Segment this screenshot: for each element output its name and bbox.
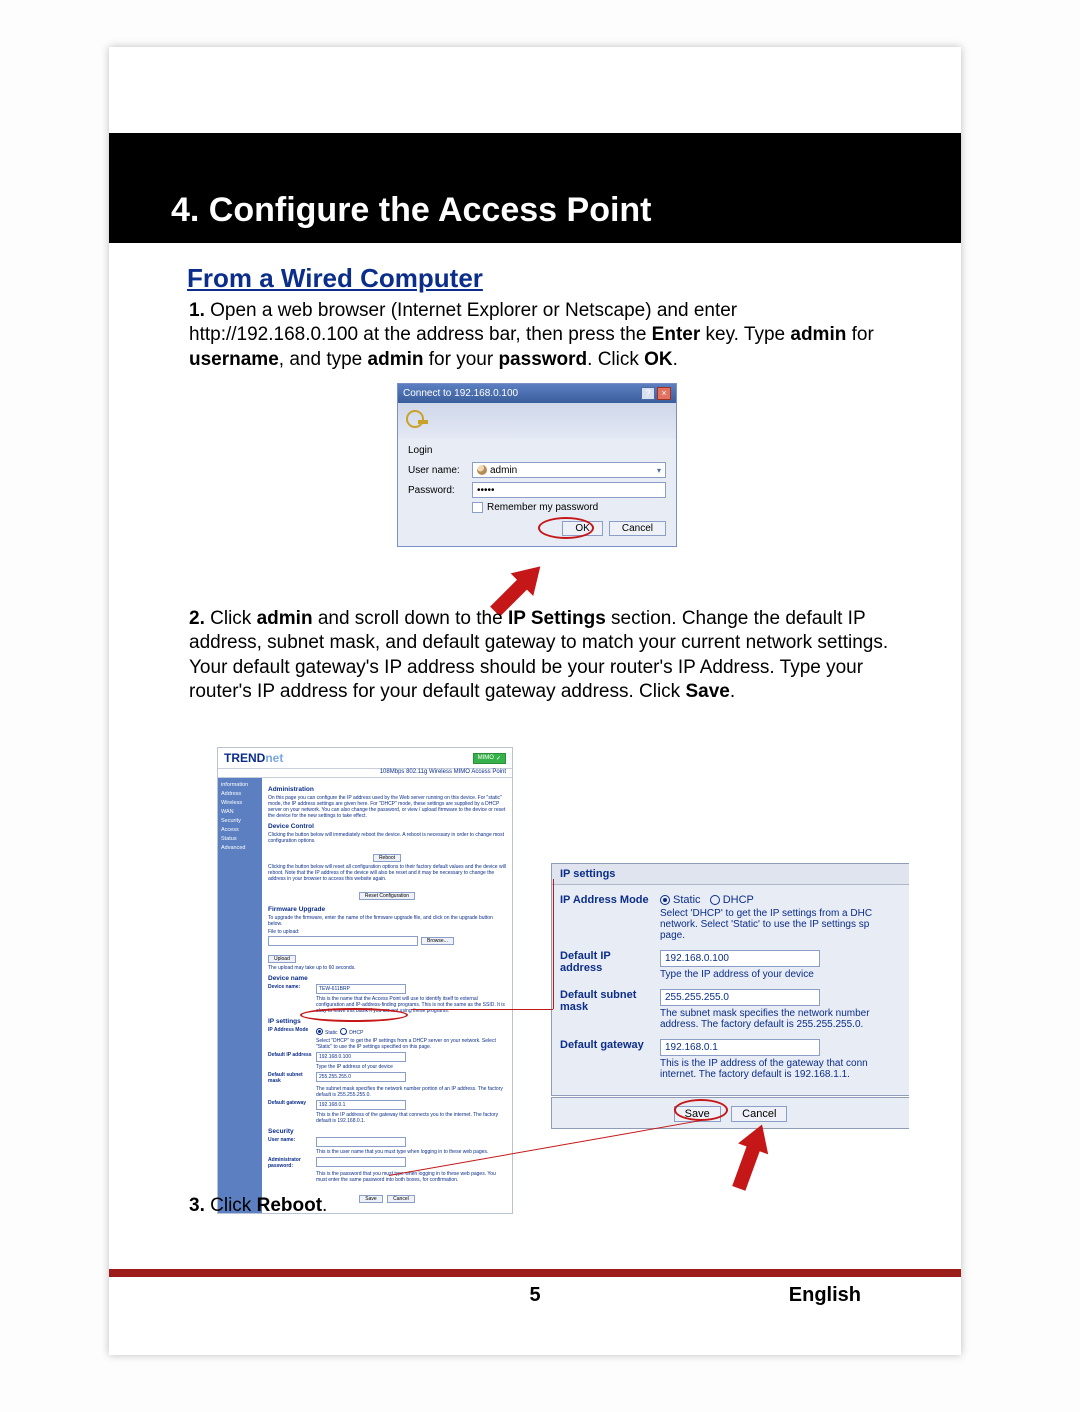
- callout-line: [553, 879, 554, 1009]
- remember-checkbox[interactable]: [472, 502, 483, 513]
- password-input[interactable]: •••••: [472, 482, 666, 498]
- admin-heading: Administration: [268, 786, 506, 793]
- close-icon[interactable]: ×: [657, 387, 671, 400]
- callout-line: [553, 879, 554, 880]
- remember-label: Remember my password: [487, 502, 598, 513]
- ip-address-input[interactable]: 192.168.0.100: [316, 1052, 406, 1062]
- sidebar-item[interactable]: WAN: [218, 809, 262, 815]
- default-ip-input[interactable]: 192.168.0.100: [660, 950, 820, 967]
- username-input[interactable]: admin ▾: [472, 462, 666, 478]
- subnet-mask-input[interactable]: 255.255.255.0: [316, 1072, 406, 1082]
- dialog-buttons: OK Cancel: [408, 521, 666, 536]
- admin-panel: Administration On this page you can conf…: [262, 778, 512, 1213]
- gateway-input[interactable]: 192.168.0.1: [316, 1100, 406, 1110]
- reboot-button[interactable]: Reboot: [373, 854, 401, 862]
- device-name-input[interactable]: TEW-611BRP: [316, 984, 406, 994]
- key-icon: [406, 410, 428, 432]
- help-icon[interactable]: ?: [641, 387, 655, 400]
- login-label: Login: [408, 445, 666, 456]
- ok-button[interactable]: OK: [562, 521, 602, 536]
- sidebar: information Address Wireless WAN Securit…: [218, 778, 262, 1213]
- header-bar: 4. Configure the Access Point: [109, 133, 961, 243]
- step-2-num: 2.: [189, 608, 205, 629]
- step-2-body: Click admin and scroll down to the IP Se…: [189, 608, 888, 702]
- callout-line: [411, 1009, 553, 1010]
- sec-pass-input[interactable]: [316, 1157, 406, 1167]
- dialog-banner: [398, 403, 676, 439]
- upload-button[interactable]: Upload: [268, 955, 296, 963]
- password-label: Password:: [408, 485, 472, 496]
- dialog-title: Connect to 192.168.0.100: [403, 388, 518, 399]
- brand-logo: TRENDnet: [224, 751, 283, 765]
- cancel-button-small[interactable]: Cancel: [387, 1195, 415, 1203]
- sidebar-item[interactable]: Wireless: [218, 800, 262, 806]
- user-icon: [477, 465, 487, 475]
- default-subnet-input[interactable]: 255.255.255.0: [660, 989, 820, 1006]
- reset-button[interactable]: Reset Configuration: [359, 892, 415, 900]
- dialog-body: Login User name: admin ▾ Password: •••••…: [398, 439, 676, 546]
- sidebar-item[interactable]: Address: [218, 791, 262, 797]
- page: 4. Configure the Access Point From a Wir…: [109, 47, 961, 1355]
- step-1-num: 1.: [189, 300, 205, 321]
- dhcp-radio[interactable]: [340, 1028, 347, 1035]
- dhcp-radio-detail[interactable]: [710, 895, 720, 905]
- cancel-button[interactable]: Cancel: [609, 521, 666, 536]
- file-input[interactable]: [268, 936, 418, 946]
- default-gateway-input[interactable]: 192.168.0.1: [660, 1039, 820, 1056]
- step-1-body: Open a web browser (Internet Explorer or…: [189, 300, 874, 370]
- cert-badge: MIMO✓: [473, 753, 506, 764]
- sidebar-item[interactable]: Access: [218, 827, 262, 833]
- step-3: 3. Click Reboot.: [189, 1195, 327, 1217]
- page-heading: 4. Configure the Access Point: [109, 133, 961, 230]
- cancel-button[interactable]: Cancel: [731, 1106, 787, 1122]
- dialog-titlebar: Connect to 192.168.0.100 ? ×: [398, 384, 676, 403]
- section-title: From a Wired Computer: [187, 263, 483, 294]
- sidebar-item[interactable]: information: [218, 782, 262, 788]
- chevron-down-icon[interactable]: ▾: [657, 466, 661, 475]
- static-radio[interactable]: [316, 1028, 323, 1035]
- language-label: English: [789, 1284, 861, 1307]
- username-label: User name:: [408, 465, 472, 476]
- login-dialog-figure: Connect to 192.168.0.100 ? × Login User …: [397, 383, 677, 547]
- sidebar-item[interactable]: Status: [218, 836, 262, 842]
- ip-settings-heading: IP settings: [552, 864, 909, 885]
- browse-button[interactable]: Browse...: [421, 937, 454, 945]
- save-button-small[interactable]: Save: [359, 1195, 382, 1203]
- step-1: 1. Open a web browser (Internet Explorer…: [189, 299, 899, 372]
- product-tagline: 108Mbps 802.11g Wireless MIMO Access Poi…: [218, 769, 512, 778]
- login-dialog: Connect to 192.168.0.100 ? × Login User …: [397, 383, 677, 547]
- sidebar-item[interactable]: Security: [218, 818, 262, 824]
- brand-row: TRENDnet MIMO✓: [218, 748, 512, 769]
- sec-user-input[interactable]: [316, 1137, 406, 1147]
- admin-page-figure: TRENDnet MIMO✓ 108Mbps 802.11g Wireless …: [217, 747, 513, 1214]
- step-2: 2. Click admin and scroll down to the IP…: [189, 607, 907, 704]
- sidebar-item[interactable]: Advanced: [218, 845, 262, 851]
- static-radio-detail[interactable]: [660, 895, 670, 905]
- ip-settings-buttons: Save Cancel: [551, 1097, 909, 1129]
- footer-divider: [109, 1269, 961, 1277]
- ip-settings-detail: IP settings IP Address Mode Static DHCP …: [551, 863, 909, 1096]
